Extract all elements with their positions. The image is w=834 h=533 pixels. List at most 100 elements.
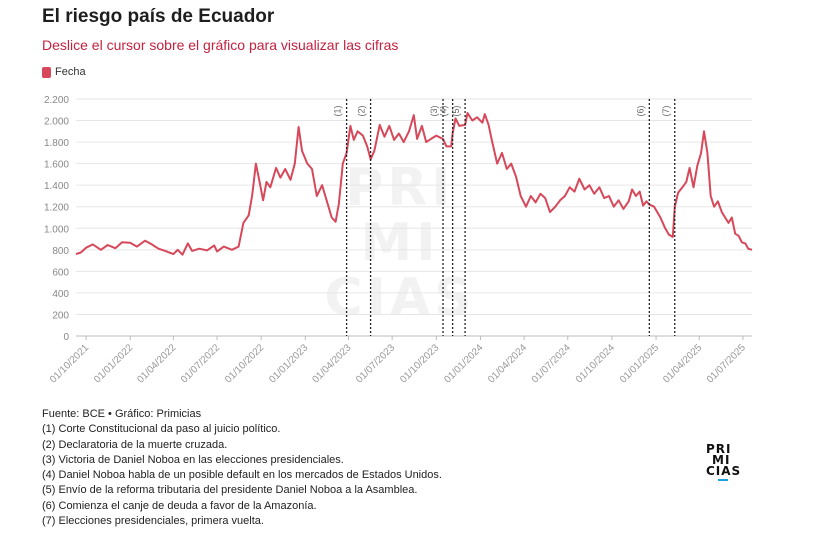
data-point[interactable] — [333, 220, 337, 224]
data-point[interactable] — [730, 215, 734, 219]
data-point[interactable] — [128, 241, 132, 245]
data-point[interactable] — [597, 185, 601, 189]
data-point[interactable] — [483, 112, 487, 116]
data-point[interactable] — [352, 138, 356, 142]
data-point[interactable] — [205, 248, 209, 252]
data-point[interactable] — [293, 161, 297, 165]
data-point[interactable] — [519, 194, 523, 198]
data-point[interactable] — [91, 242, 95, 246]
data-point[interactable] — [74, 252, 78, 256]
data-point[interactable] — [475, 115, 479, 119]
data-point[interactable] — [401, 140, 405, 144]
data-point[interactable] — [630, 187, 634, 191]
data-point[interactable] — [348, 124, 352, 128]
data-point[interactable] — [486, 123, 490, 127]
data-point[interactable] — [548, 210, 552, 214]
data-point[interactable] — [612, 205, 616, 209]
data-point[interactable] — [105, 243, 109, 247]
chart-legend[interactable]: Fecha — [42, 66, 86, 78]
data-point[interactable] — [663, 226, 667, 230]
data-point[interactable] — [120, 240, 124, 244]
data-point[interactable] — [365, 144, 369, 148]
data-point[interactable] — [429, 137, 433, 141]
data-point[interactable] — [99, 248, 103, 252]
data-point[interactable] — [538, 192, 542, 196]
data-point[interactable] — [572, 189, 576, 193]
data-point[interactable] — [180, 252, 184, 256]
data-point[interactable] — [186, 241, 190, 245]
data-point[interactable] — [296, 125, 300, 129]
data-point[interactable] — [563, 194, 567, 198]
data-point[interactable] — [444, 144, 448, 148]
data-point[interactable] — [709, 194, 713, 198]
data-point[interactable] — [495, 161, 499, 165]
data-point[interactable] — [720, 210, 724, 214]
data-point[interactable] — [197, 247, 201, 251]
data-point[interactable] — [264, 180, 268, 184]
data-point[interactable] — [592, 192, 596, 196]
data-point[interactable] — [680, 185, 684, 189]
data-point[interactable] — [397, 131, 401, 135]
data-point[interactable] — [626, 199, 630, 203]
data-point[interactable] — [268, 185, 272, 189]
data-point[interactable] — [171, 252, 175, 256]
data-point[interactable] — [736, 234, 740, 238]
data-point[interactable] — [524, 205, 528, 209]
data-point[interactable] — [79, 250, 83, 254]
data-point[interactable] — [337, 201, 341, 205]
data-point[interactable] — [705, 151, 709, 155]
data-point[interactable] — [558, 198, 562, 202]
data-point[interactable] — [577, 177, 581, 181]
data-point[interactable] — [699, 151, 703, 155]
data-point[interactable] — [667, 233, 671, 237]
data-point[interactable] — [553, 205, 557, 209]
data-point[interactable] — [315, 194, 319, 198]
data-point[interactable] — [190, 249, 194, 253]
data-point[interactable] — [150, 242, 154, 246]
data-point[interactable] — [621, 207, 625, 211]
data-point[interactable] — [215, 249, 219, 253]
data-point[interactable] — [602, 196, 606, 200]
data-point[interactable] — [412, 113, 416, 117]
data-point[interactable] — [143, 238, 147, 242]
data-point[interactable] — [355, 129, 359, 133]
data-point[interactable] — [274, 166, 278, 170]
data-point[interactable] — [320, 183, 324, 187]
data-point[interactable] — [543, 196, 547, 200]
data-point[interactable] — [691, 185, 695, 189]
data-point[interactable] — [84, 245, 88, 249]
data-point[interactable] — [750, 248, 754, 252]
data-point[interactable] — [230, 248, 234, 252]
data-point[interactable] — [712, 205, 716, 209]
data-point[interactable] — [641, 203, 645, 207]
data-point[interactable] — [420, 124, 424, 128]
data-point[interactable] — [529, 194, 533, 198]
data-point[interactable] — [258, 181, 262, 185]
data-point[interactable] — [330, 215, 334, 219]
data-point[interactable] — [250, 194, 254, 198]
data-point[interactable] — [582, 187, 586, 191]
data-point[interactable] — [392, 138, 396, 142]
data-point[interactable] — [676, 191, 680, 195]
data-point[interactable] — [135, 244, 139, 248]
data-point[interactable] — [283, 167, 287, 171]
data-point[interactable] — [500, 151, 504, 155]
data-point[interactable] — [254, 161, 258, 165]
data-point[interactable] — [634, 194, 638, 198]
data-point[interactable] — [687, 166, 691, 170]
data-point[interactable] — [695, 164, 699, 168]
data-point[interactable] — [434, 133, 438, 137]
data-point[interactable] — [212, 243, 216, 247]
data-point[interactable] — [652, 205, 656, 209]
data-point[interactable] — [587, 183, 591, 187]
data-point[interactable] — [509, 161, 513, 165]
data-point[interactable] — [377, 123, 381, 127]
data-point[interactable] — [480, 121, 484, 125]
data-point[interactable] — [341, 161, 345, 165]
data-point[interactable] — [163, 249, 167, 253]
data-point[interactable] — [607, 194, 611, 198]
data-point[interactable] — [361, 133, 365, 137]
data-point[interactable] — [723, 215, 727, 219]
data-point[interactable] — [490, 139, 494, 143]
data-point[interactable] — [465, 111, 469, 115]
